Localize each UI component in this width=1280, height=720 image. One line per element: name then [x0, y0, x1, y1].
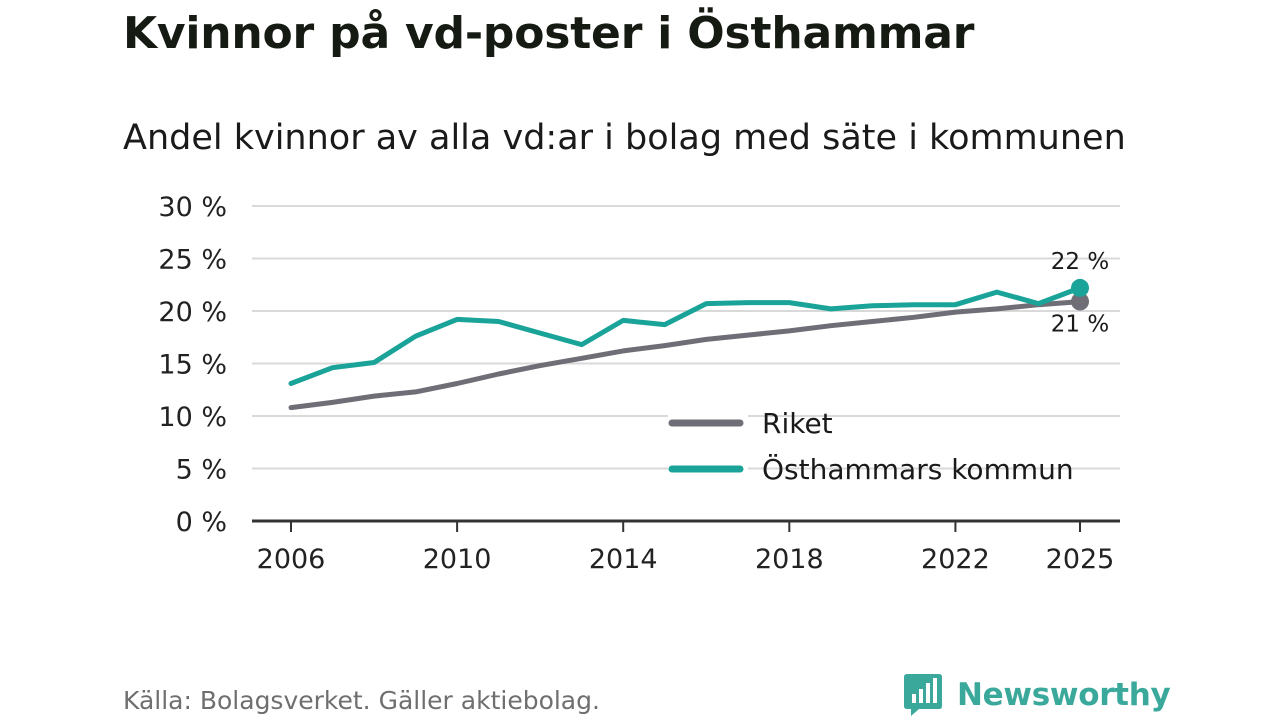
x-tick-label: 2014	[589, 544, 658, 575]
brand-logo: Newsworthy	[903, 672, 1171, 718]
chart-title: Kvinnor på vd-poster i Östhammar	[123, 8, 975, 59]
legend: Riket Östhammars kommun	[668, 407, 1074, 486]
chart-subtitle: Andel kvinnor av alla vd:ar i bolag med …	[123, 118, 1126, 158]
source-note: Källa: Bolagsverket. Gäller aktiebolag.	[123, 686, 600, 715]
y-tick-label: 25 %	[158, 245, 227, 276]
x-axis: 2006 2010 2014 2018 2022 2025	[252, 519, 1120, 575]
x-tick-label: 2018	[755, 544, 824, 575]
y-axis-tick-labels: 0 % 5 % 10 % 15 % 20 % 25 % 30 %	[158, 192, 227, 538]
y-tick-label: 30 %	[158, 192, 227, 223]
x-tick-label: 2006	[257, 544, 326, 575]
series-lines: 21 % 22 %	[288, 249, 1109, 411]
y-tick-label: 10 %	[158, 402, 227, 433]
y-tick-label: 0 %	[176, 507, 227, 538]
y-tick-label: 15 %	[158, 350, 227, 381]
legend-label: Riket	[762, 407, 833, 440]
brand-name: Newsworthy	[957, 677, 1171, 713]
x-tick-label: 2025	[1046, 544, 1115, 575]
x-tick-label: 2022	[921, 544, 990, 575]
legend-label: Östhammars kommun	[762, 452, 1074, 486]
series-end-marker	[1071, 278, 1089, 297]
x-tick-label: 2010	[423, 544, 492, 575]
newsworthy-logo-icon	[904, 674, 942, 716]
series-line-osthammar	[288, 285, 1083, 386]
series-line-riket	[288, 299, 1083, 411]
series-end-marker	[1071, 292, 1089, 311]
y-tick-label: 20 %	[158, 297, 227, 328]
series-end-label: 22 %	[1051, 249, 1109, 275]
y-tick-label: 5 %	[176, 455, 227, 486]
series-end-label: 21 %	[1051, 312, 1109, 338]
